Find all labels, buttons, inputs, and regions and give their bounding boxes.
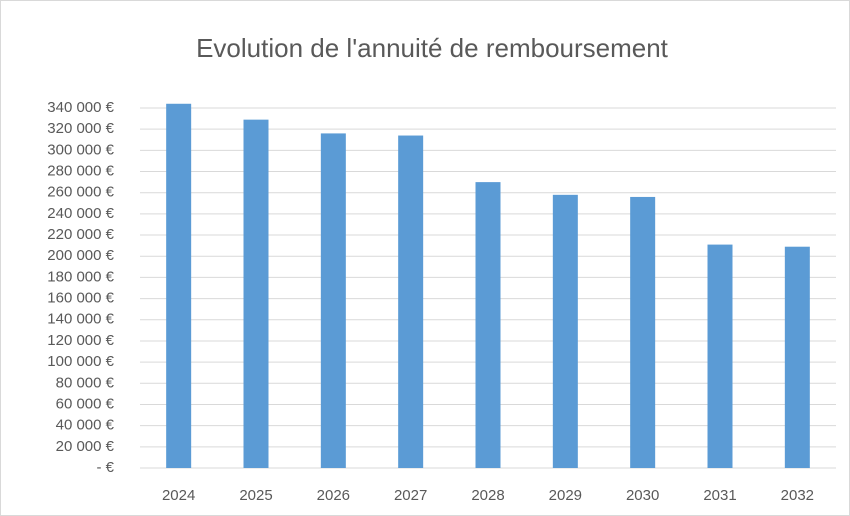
bar xyxy=(398,135,424,468)
bar xyxy=(630,196,656,469)
y-tick-label: 220 000 € xyxy=(47,226,114,243)
y-tick-label: 180 000 € xyxy=(47,268,114,285)
y-tick-label: 260 000 € xyxy=(47,184,114,201)
y-tick-label: 280 000 € xyxy=(47,162,114,179)
bar xyxy=(475,182,501,468)
y-tick-label: 60 000 € xyxy=(56,395,115,412)
y-tick-label: 240 000 € xyxy=(47,205,114,222)
bar xyxy=(166,103,192,468)
bar xyxy=(320,133,346,469)
y-tick-label: 120 000 € xyxy=(47,332,114,349)
y-tick-label: 300 000 € xyxy=(47,141,114,158)
y-tick-label: 80 000 € xyxy=(56,374,115,391)
y-tick-label: 160 000 € xyxy=(47,290,114,307)
y-tick-label: 100 000 € xyxy=(47,353,114,370)
x-tick-label: 2031 xyxy=(703,487,736,504)
y-tick-label: 200 000 € xyxy=(47,247,114,264)
y-tick-label: 320 000 € xyxy=(47,120,114,137)
bar xyxy=(784,246,810,468)
y-tick-label: - € xyxy=(96,459,114,476)
x-tick-label: 2025 xyxy=(239,487,272,504)
x-tick-label: 2030 xyxy=(626,487,659,504)
bar xyxy=(243,119,269,468)
x-tick-label: 2032 xyxy=(781,487,814,504)
x-tick-label: 2026 xyxy=(317,487,350,504)
x-tick-label: 2028 xyxy=(471,487,504,504)
bar xyxy=(552,194,578,468)
bar xyxy=(707,244,733,468)
y-tick-label: 140 000 € xyxy=(47,311,114,328)
chart-title: Evolution de l'annuité de remboursement xyxy=(196,33,669,63)
y-tick-label: 340 000 € xyxy=(47,99,114,116)
x-tick-label: 2027 xyxy=(394,487,427,504)
y-tick-label: 20 000 € xyxy=(56,438,115,455)
x-tick-label: 2029 xyxy=(549,487,582,504)
x-tick-label: 2024 xyxy=(162,487,195,504)
y-tick-label: 40 000 € xyxy=(56,417,115,434)
